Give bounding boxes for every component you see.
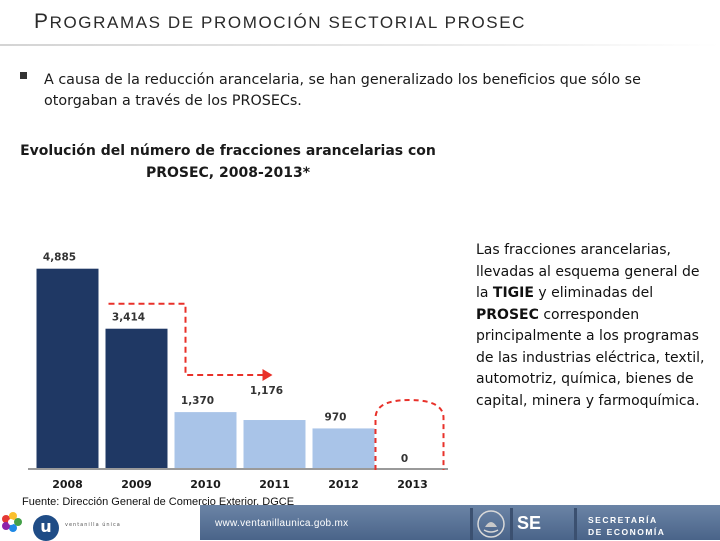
title-initial: P [34, 10, 50, 33]
note-bold-prosec: PROSEC [476, 306, 539, 323]
colorful-flower-logo-icon [2, 512, 22, 532]
highlight-2013-outline [374, 398, 445, 470]
value-label-2008: 4,885 [43, 252, 76, 264]
secretaria-line1: SECRETARÍA [588, 515, 658, 525]
secretaria-economia-logo: SECRETARÍA DE ECONOMÍA [588, 514, 665, 538]
bullet-marker [20, 72, 27, 79]
chart-annotations [108, 302, 445, 470]
title-divider [0, 44, 720, 46]
side-note: Las fracciones arancelarias, llevadas al… [476, 240, 716, 412]
bar-2009 [105, 328, 168, 468]
value-label-2012: 970 [325, 411, 347, 423]
bar-2012 [312, 428, 375, 468]
chart-title: Evolución del número de fracciones aranc… [20, 143, 436, 181]
category-label-2013: 2013 [397, 478, 428, 491]
note-bold-tigie: TIGIE [492, 285, 534, 301]
mexico-coat-of-arms-icon [477, 510, 505, 538]
trend-arrow-head [262, 369, 273, 382]
note-part2: y eliminadas del [533, 285, 654, 301]
footer-url-link[interactable]: www.ventanillaunica.gob.mx [215, 518, 349, 529]
chart-bars: 4,885 2008 3,414 2009 1,370 2010 1,176 2011 970 2… [28, 252, 448, 491]
category-label-2010: 2010 [190, 478, 221, 491]
note-part1: Las fracciones arancelarias, llevadas al… [476, 242, 700, 301]
category-label-2011: 2011 [259, 478, 290, 491]
bar-2011 [243, 420, 306, 468]
value-label-2013: 0 [401, 453, 408, 465]
footer-separator [510, 508, 513, 540]
ventanilla-logo-icon: u [33, 515, 59, 541]
page-title: PROGRAMAS DE PROMOCIÓN SECTORIAL PROSEC [34, 10, 526, 34]
bullet-text: A causa de la reducción arancelaria, se … [44, 72, 641, 109]
title-rest: ROGRAMAS DE PROMOCIÓN SECTORIAL PROSEC [49, 13, 527, 32]
bar-chart: 4,885 2008 3,414 2009 1,370 2010 1,176 2011 970 2… [28, 252, 448, 491]
secretaria-line2: DE ECONOMÍA [588, 527, 666, 537]
note-part3: corresponden principalmente a los progra… [476, 306, 705, 409]
trend-arrow-line [108, 302, 269, 377]
value-label-2010: 1,370 [181, 395, 214, 407]
category-label-2009: 2009 [121, 478, 152, 491]
ventanilla-logo-text: ventanilla única [65, 522, 121, 528]
footer-separator [470, 508, 473, 540]
footer-separator [574, 508, 577, 540]
se-logo-text: SE [517, 513, 542, 533]
value-label-2011: 1,176 [250, 385, 283, 397]
category-label-2008: 2008 [52, 478, 83, 491]
bar-2008 [36, 268, 99, 468]
bar-2010 [174, 412, 237, 468]
category-label-2012: 2012 [328, 478, 359, 491]
value-label-2009: 3,414 [112, 312, 145, 324]
